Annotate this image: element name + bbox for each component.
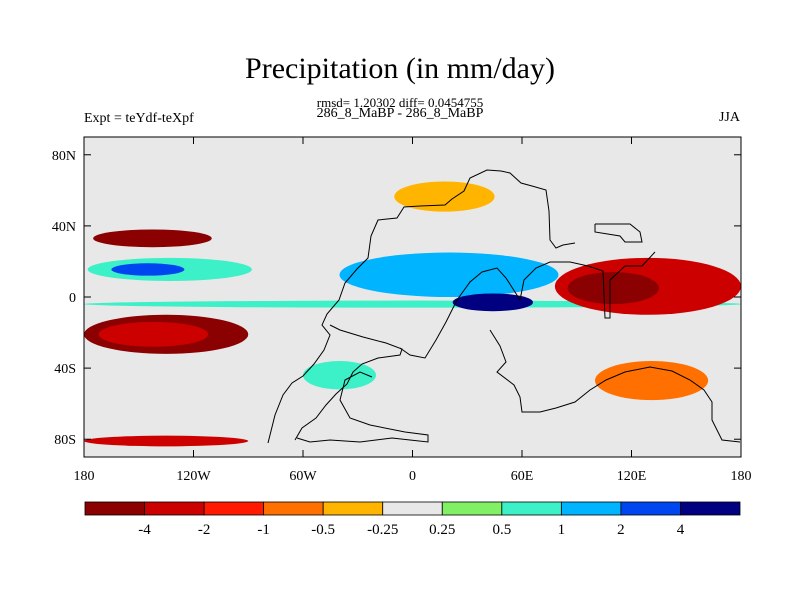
x-tick-label-6: 180 [731,469,752,484]
continent-outline-americas [267,169,576,444]
season-label: JJA [718,110,740,125]
colorbar-box-4 [322,501,384,516]
precip-region-north-dry-patch [394,181,495,212]
colorbar-box-2 [203,501,265,516]
stats-subtitle: rmsd= 1.20302 diff= 0.0454755 [316,95,484,110]
precip-region-atlantic-nh-wet-core [111,263,185,276]
case-subtitle: 286_8_MaBP - 286_8_MaBP [316,106,484,121]
precip-region-africa-wet-core [452,293,533,312]
chart-title: Precipitation (in mm/day) [245,52,555,85]
colorbar-box-7 [501,501,562,516]
continent-outline-south [294,324,403,441]
colorbar-box-8 [560,501,622,516]
colorbar-label-1: -2 [198,522,211,538]
colorbar-label-3: -0.5 [311,522,335,538]
x-tick-label-4: 60E [511,469,534,484]
precip-region-atlantic-sh-dry-core [98,321,209,347]
x-tick-label-1: 120W [176,469,211,484]
continent-outline-africa [399,251,656,359]
experiment-label: Expt = teYdf-teXpf [84,111,194,126]
colorbar-label-0: -4 [138,522,151,538]
x-tick-label-2: 60W [289,469,317,484]
precip-region-south-wet-patch [303,361,376,390]
precip-region-asia-dry-core [567,272,659,305]
continent-outline-polar [296,371,429,443]
y-tick-label-2: 0 [69,291,76,306]
colorbar-label-8: 2 [617,522,625,538]
colorbar-box-9 [620,501,681,516]
colorbar-label-6: 0.5 [492,522,511,538]
x-tick-label-3: 0 [409,469,416,484]
precip-region-south-dry-patch [595,361,709,401]
y-tick-label-4: 80S [54,433,76,448]
colorbar-box-3 [263,501,324,516]
colorbar-box-0 [84,501,145,516]
precip-region-polar-sh-dry-strip [84,435,249,447]
colorbar-box-6 [441,501,503,516]
precip-region-atlantic-nh-dry-band [93,229,212,248]
x-tick-label-5: 120E [617,469,647,484]
colorbar-label-5: 0.25 [429,522,455,538]
colorbar-box-10 [680,501,741,516]
precip-region-africa-wet-band [339,252,559,297]
x-tick-label-0: 180 [74,469,95,484]
colorbar-box-1 [144,501,205,516]
colorbar-label-2: -1 [257,522,270,538]
colorbar-label-9: 4 [677,522,685,538]
continent-outline-island [594,223,643,243]
y-tick-label-1: 40N [52,220,76,235]
y-tick-label-3: 40S [54,362,76,377]
colorbar-label-4: -0.25 [367,522,398,538]
y-tick-label-0: 80N [52,149,76,164]
colorbar-box-5 [382,501,443,516]
continent-outline-east [489,329,741,443]
colorbar-label-7: 1 [558,522,566,538]
